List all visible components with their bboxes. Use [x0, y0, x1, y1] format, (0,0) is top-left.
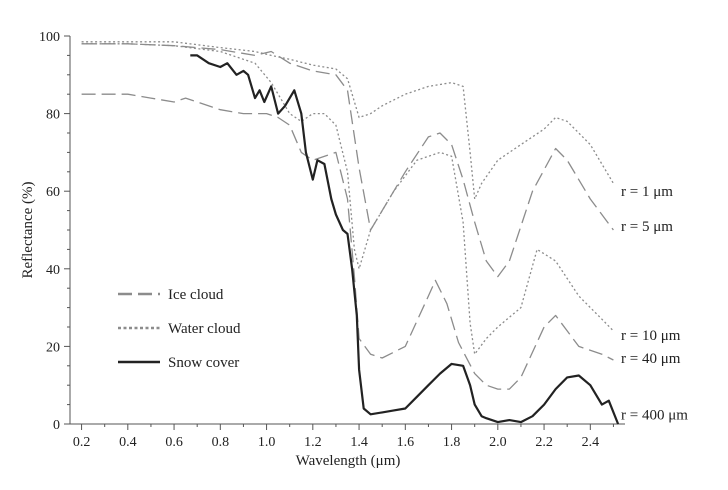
series-line-2	[81, 43, 614, 278]
y-tick-label: 60	[46, 185, 60, 200]
series-line-4	[81, 93, 614, 390]
radius-label-4: r = 40 μm	[621, 351, 681, 367]
y-axis-title: Reflectance (%)	[20, 181, 36, 278]
radius-label-1: r = 1 μm	[621, 184, 673, 200]
x-tick-label: 1.8	[443, 435, 461, 450]
x-tick-label: 0.8	[212, 435, 230, 450]
radius-label-3: r = 10 μm	[621, 328, 681, 344]
y-ticks: 0 20 40 60 80 100	[39, 30, 70, 433]
legend-label-snow-cover: Snow cover	[168, 355, 239, 371]
x-tick-label: 2.2	[535, 435, 553, 450]
x-tick-label: 2.4	[582, 435, 600, 450]
x-tick-label: 1.4	[350, 435, 368, 450]
x-tick-label: 0.4	[119, 435, 137, 450]
legend-label-water-cloud: Water cloud	[168, 321, 241, 337]
x-tick-label: 0.6	[165, 435, 183, 450]
y-tick-label: 40	[46, 263, 60, 278]
y-tick-label: 100	[39, 30, 60, 45]
series-line-5	[190, 54, 620, 425]
radius-label-2: r = 5 μm	[621, 219, 673, 235]
x-tick-label: 1.6	[397, 435, 415, 450]
series-layer	[81, 41, 620, 425]
radius-label-5: r = 400 μm	[621, 407, 688, 423]
series-line-1	[81, 41, 614, 200]
y-tick-label: 80	[46, 108, 60, 123]
x-tick-label: 2.0	[489, 435, 507, 450]
x-tick-label: 1.0	[258, 435, 276, 450]
x-tick-label: 1.2	[304, 435, 322, 450]
x-tick-label: 0.2	[73, 435, 91, 450]
y-tick-label: 20	[46, 340, 60, 355]
legend-label-ice-cloud: Ice cloud	[168, 287, 224, 303]
x-ticks: 0.2 0.4 0.6 0.8 1.0 1.2 1.4 1.6 1.8 2.0 2.2 2.4	[73, 424, 614, 450]
x-axis-title: Wavelength (μm)	[296, 453, 401, 469]
y-tick-label: 0	[53, 418, 60, 433]
legend: Ice cloud Water cloud Snow cover	[118, 287, 241, 371]
radius-labels: r = 1 μm r = 5 μm r = 10 μm r = 40 μm r = 40…	[621, 184, 688, 423]
